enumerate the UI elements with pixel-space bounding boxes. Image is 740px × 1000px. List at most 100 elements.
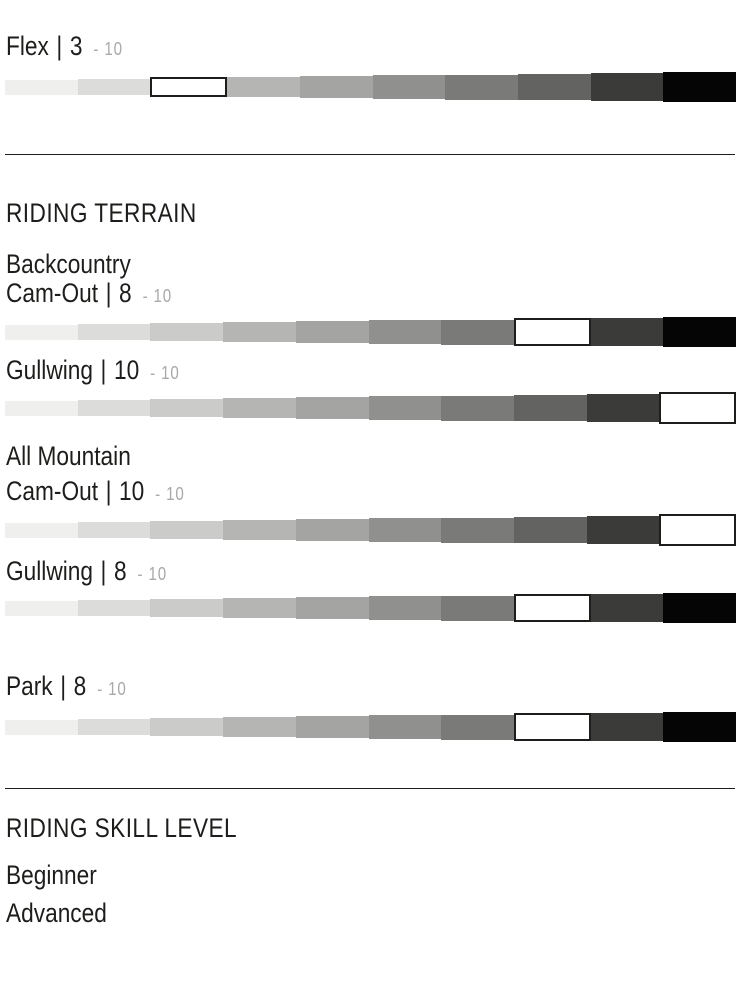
divider <box>5 788 735 789</box>
rating-segment-8 <box>513 516 587 544</box>
flex-rating-bar <box>5 70 737 104</box>
rating-segment-10 <box>663 593 737 623</box>
rating-segment-1 <box>5 400 78 416</box>
camout-label-text: Cam-Out <box>6 476 99 506</box>
rating-segment-3 <box>150 398 224 418</box>
pipe-separator: | <box>56 31 63 61</box>
selected-rating-segment <box>659 514 737 546</box>
camout-value: 10 <box>119 476 145 506</box>
rating-segment-7 <box>441 714 514 740</box>
backcountry-subheading: Backcountry <box>6 249 131 279</box>
pipe-separator: | <box>100 556 107 586</box>
allmountain-gullwing-rating-label: Gullwing | 8 - 10 <box>6 558 198 585</box>
rating-segment-4 <box>223 398 296 418</box>
backcountry-camout-rating-bar <box>5 315 737 349</box>
rating-segment-6 <box>368 518 442 542</box>
camout-label-text: Cam-Out <box>6 278 99 308</box>
allmountain-gullwing-rating-bar <box>5 591 737 625</box>
gullwing-value: 10 <box>113 355 140 385</box>
rating-segment-2 <box>77 323 151 341</box>
camout-max-suffix: - 10 <box>155 484 185 504</box>
rating-segment-8 <box>517 73 591 101</box>
rating-segment-6 <box>368 715 442 739</box>
rating-segment-2 <box>77 718 151 736</box>
park-label-text: Park <box>6 671 53 701</box>
flex-value: 3 <box>69 31 83 61</box>
rating-segment-9 <box>590 72 664 102</box>
rating-segment-6 <box>368 320 442 344</box>
pipe-separator: | <box>105 278 112 308</box>
flex-max-suffix: - 10 <box>93 39 123 59</box>
park-max-suffix: - 10 <box>97 679 127 699</box>
selected-rating-segment <box>150 76 228 98</box>
gullwing-label-text: Gullwing <box>6 556 93 586</box>
rating-segment-4 <box>223 717 296 737</box>
rating-segment-5 <box>295 597 369 619</box>
rating-segment-9 <box>586 393 660 423</box>
rating-segment-4 <box>223 322 296 342</box>
rating-segment-6 <box>368 596 442 620</box>
allmountain-camout-rating-label: Cam-Out | 10 - 10 <box>6 478 219 505</box>
rating-segment-6 <box>368 396 442 420</box>
selected-rating-segment <box>513 593 591 623</box>
all-mountain-subheading: All Mountain <box>6 441 131 471</box>
divider <box>5 154 735 155</box>
riding-skill-level-heading: RIDING SKILL LEVEL <box>6 813 238 843</box>
rating-segment-4 <box>223 520 296 540</box>
selected-rating-segment <box>513 317 591 347</box>
selected-rating-segment <box>659 392 737 424</box>
rating-segment-3 <box>150 598 224 618</box>
riding-terrain-heading: RIDING TERRAIN <box>6 198 197 228</box>
rating-segment-3 <box>150 322 224 342</box>
rating-segment-1 <box>5 522 78 538</box>
rating-segment-1 <box>5 600 78 616</box>
rating-segment-3 <box>150 520 224 540</box>
rating-segment-5 <box>295 397 369 419</box>
backcountry-camout-rating-label: Cam-Out | 8 - 10 <box>6 280 204 307</box>
pipe-separator: | <box>105 476 112 506</box>
skill-level-advanced: Advanced <box>6 898 107 928</box>
rating-segment-5 <box>295 321 369 343</box>
pipe-separator: | <box>100 355 107 385</box>
rating-segment-1 <box>5 324 78 340</box>
rating-segment-5 <box>295 519 369 541</box>
rating-segment-4 <box>223 598 296 618</box>
allmountain-camout-rating-bar <box>5 513 737 547</box>
rating-segment-4 <box>227 77 300 97</box>
camout-value: 8 <box>119 278 132 308</box>
rating-segment-7 <box>441 517 514 543</box>
camout-max-suffix: - 10 <box>142 286 172 306</box>
backcountry-gullwing-rating-label: Gullwing | 10 - 10 <box>6 357 213 384</box>
backcountry-gullwing-rating-bar <box>5 391 737 425</box>
pipe-separator: | <box>60 671 67 701</box>
park-rating-bar <box>5 710 737 744</box>
rating-segment-2 <box>77 521 151 539</box>
rating-segment-1 <box>5 79 78 95</box>
park-value: 8 <box>73 671 87 701</box>
gullwing-label-text: Gullwing <box>6 355 93 385</box>
gullwing-max-suffix: - 10 <box>137 564 167 584</box>
rating-segment-5 <box>299 76 373 98</box>
rating-segment-8 <box>513 394 587 422</box>
rating-segment-5 <box>295 716 369 738</box>
rating-segment-9 <box>586 515 660 545</box>
selected-rating-segment <box>513 712 591 742</box>
rating-segment-7 <box>441 595 514 621</box>
gullwing-max-suffix: - 10 <box>150 363 180 383</box>
rating-segment-10 <box>663 712 737 742</box>
rating-segment-7 <box>441 395 514 421</box>
park-rating-label: Park | 8 - 10 <box>6 673 150 700</box>
rating-segment-1 <box>5 719 78 735</box>
flex-rating-label: Flex | 3 - 10 <box>6 33 145 60</box>
rating-segment-7 <box>441 319 514 345</box>
rating-segment-9 <box>590 712 664 742</box>
rating-segment-7 <box>445 74 518 100</box>
rating-segment-10 <box>663 72 737 102</box>
flex-label-text: Flex <box>6 31 49 61</box>
skill-level-beginner: Beginner <box>6 860 97 890</box>
rating-segment-2 <box>77 599 151 617</box>
gullwing-value: 8 <box>113 556 127 586</box>
rating-segment-3 <box>150 717 224 737</box>
rating-segment-2 <box>77 78 151 96</box>
rating-segment-9 <box>590 593 664 623</box>
